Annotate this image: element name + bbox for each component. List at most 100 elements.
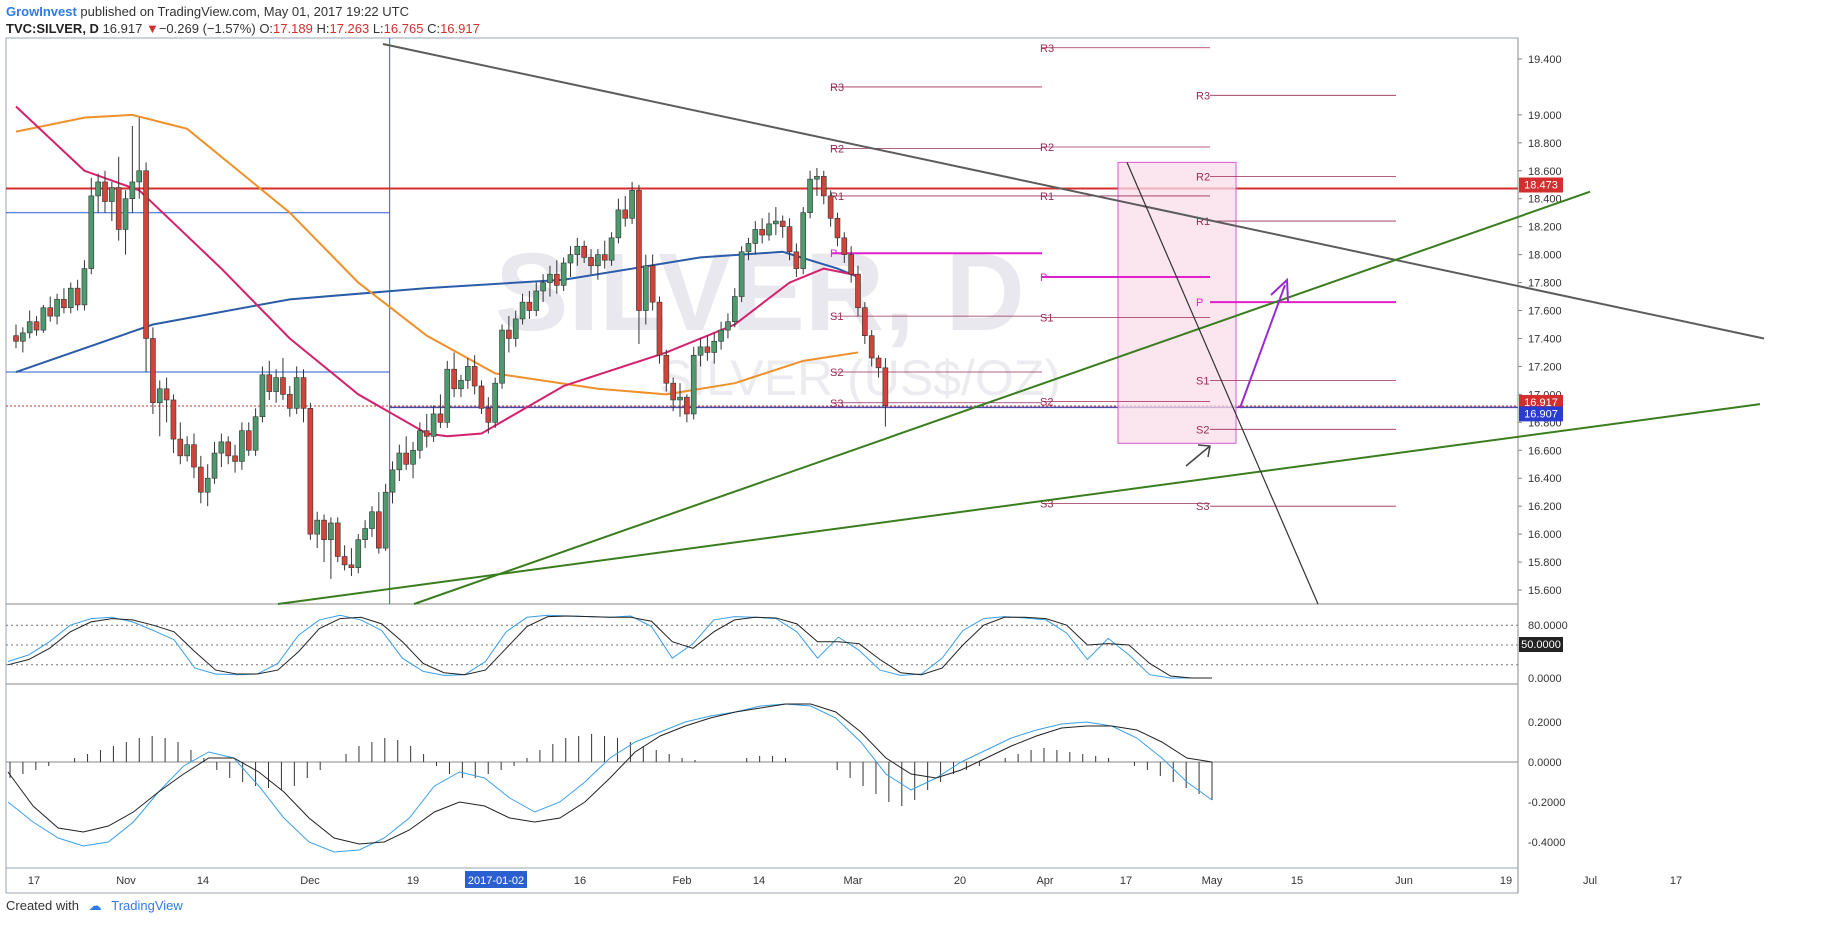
x-tick-label: 16 [574,875,586,887]
candle-body [13,335,19,342]
candle-body [718,329,724,342]
tradingview-link[interactable]: TradingView [111,898,183,913]
pivot-label: P [830,248,837,260]
candle [109,181,115,222]
candle-body [862,307,868,336]
y-tick-label: 16.400 [1528,473,1562,485]
candle-body [540,282,546,292]
candle-body [697,346,704,356]
candle [362,520,368,549]
candle [40,304,47,333]
candle [862,302,868,345]
candle-body [581,245,587,258]
candle-body [711,340,718,353]
candle [88,177,95,275]
candle-body [471,366,478,387]
y-tick-label: 17.800 [1528,278,1562,290]
candle-body [519,301,526,320]
candle [74,279,81,311]
candle [396,444,403,482]
candle [553,260,560,294]
candle-body [26,321,33,334]
y-tick-label: 15.800 [1528,557,1562,569]
candle [485,397,492,434]
candle [451,352,457,398]
candle [615,198,622,244]
low-value: 16.765 [383,21,424,36]
candle [731,288,738,328]
x-tick-label: 19 [407,875,419,887]
candle [526,290,533,319]
candle [533,282,540,317]
candle [225,436,232,465]
candle [786,218,793,261]
high-label: H: [316,21,330,36]
y-tick-label: 17.200 [1528,361,1562,373]
candle [759,218,765,244]
candle [827,190,834,227]
candle-body [766,223,772,236]
candle [334,517,341,563]
symbol-info: TVC:SILVER, D 16.917 ▼−0.269 (−1.57%) O:… [6,21,480,36]
candle [855,265,861,317]
candle [307,402,314,540]
candle-body [389,469,396,493]
candle-body [478,385,485,409]
candle-body [293,377,300,409]
pivot-label: R2 [830,143,844,155]
candle [636,184,642,345]
publisher-link[interactable]: GrowInvest [6,4,77,19]
candle [239,422,245,470]
candle [287,385,293,417]
candle-body [225,441,232,457]
moving-average-line [15,105,859,438]
candle [574,237,581,266]
candle [184,436,190,462]
candle-body [252,416,259,451]
candle-body [437,413,444,423]
projection-arrow [1239,284,1286,409]
pivot-label: R2 [1040,142,1054,154]
candle-body [588,257,594,267]
candle-body [382,491,389,549]
y-tick-label: 18.600 [1528,166,1562,178]
pivot-label: S3 [830,398,843,410]
pivot-label: R1 [830,191,844,203]
candle [738,246,745,303]
candle-body [403,452,409,465]
candle [492,377,498,428]
candle [321,514,327,563]
candle [403,436,409,470]
candle-body [143,170,149,339]
macd-tick-label: 0.2000 [1528,717,1562,729]
price-tag [1519,394,1563,410]
y-tick-label: 19.000 [1528,110,1562,122]
candle [81,260,88,311]
candle-body [129,181,136,200]
candle [437,394,444,428]
publish-info: GrowInvest published on TradingView.com,… [6,4,409,19]
stoch-d-line [7,615,1212,679]
x-tick-label: 2017-01-02 [468,875,524,887]
y-tick-label: 17.400 [1528,333,1562,345]
candle [369,506,375,537]
candle-body [773,220,779,225]
candle-body [177,438,184,457]
candle [33,316,40,336]
moving-average-line [15,113,859,396]
stoch-tick-label: 50.0000 [1521,639,1561,651]
candle-body [170,399,177,440]
candle [129,126,136,213]
candle-body [102,181,108,202]
candle-body [444,368,451,423]
x-tick-label: Jul [1583,875,1597,887]
stoch-tick-label: 80.0000 [1528,620,1568,632]
candle-body [328,522,334,541]
candle [814,167,820,196]
candle-body [574,245,581,255]
x-tick-label: Mar [844,875,863,887]
candle [20,327,26,353]
candle [725,313,731,339]
candle [61,288,67,314]
